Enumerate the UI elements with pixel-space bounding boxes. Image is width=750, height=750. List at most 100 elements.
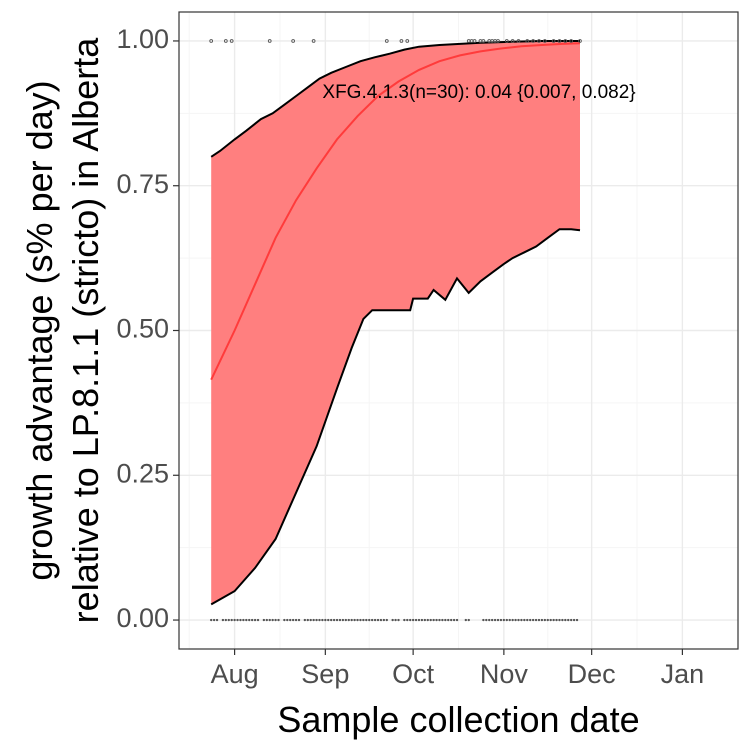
data-point-one bbox=[267, 39, 272, 43]
data-point-zero bbox=[555, 618, 558, 622]
data-point-zero bbox=[499, 618, 503, 622]
data-point-zero bbox=[540, 618, 544, 622]
data-point-zero bbox=[365, 618, 368, 622]
data-point-one bbox=[229, 39, 234, 43]
data-point-zero bbox=[414, 618, 418, 622]
fit-annotation: XFG.4.1.3(n=30): 0.04 {0.007, 0.082} bbox=[322, 82, 635, 103]
data-point-zero bbox=[271, 618, 274, 622]
data-point-zero bbox=[490, 618, 494, 622]
data-point-zero bbox=[350, 618, 353, 622]
data-point-zero bbox=[520, 618, 523, 622]
data-point-zero bbox=[572, 618, 576, 622]
data-point-one bbox=[516, 39, 521, 43]
confidence-ribbon bbox=[211, 41, 580, 605]
data-point-one bbox=[472, 39, 477, 43]
data-point-zero bbox=[455, 618, 459, 622]
data-point-zero bbox=[362, 618, 365, 622]
data-point-zero bbox=[315, 618, 318, 622]
data-point-zero bbox=[274, 618, 277, 622]
data-point-zero bbox=[526, 618, 529, 622]
y-tick-label: 1.00 bbox=[116, 24, 169, 54]
data-point-one bbox=[209, 39, 214, 43]
data-point-zero bbox=[564, 618, 567, 622]
data-point-zero bbox=[335, 618, 339, 622]
data-point-zero bbox=[291, 618, 295, 622]
data-point-zero bbox=[403, 618, 406, 622]
data-point-zero bbox=[242, 618, 245, 622]
data-point-zero bbox=[245, 618, 248, 622]
data-point-zero bbox=[391, 618, 394, 622]
data-point-zero bbox=[502, 618, 506, 622]
data-point-zero bbox=[239, 618, 242, 622]
data-point-one bbox=[481, 39, 486, 43]
data-point-zero bbox=[368, 618, 371, 622]
data-point-one bbox=[504, 39, 509, 43]
y-tick-label: 0.00 bbox=[116, 603, 169, 633]
y-axis-title-line-1: growth advantage (s% per day) bbox=[19, 80, 60, 580]
data-point-zero bbox=[558, 618, 561, 622]
data-point-one bbox=[525, 39, 530, 43]
lower-bound-line bbox=[210, 228, 581, 606]
y-tick-label: 0.25 bbox=[116, 458, 169, 488]
data-point-zero bbox=[537, 618, 541, 622]
x-axis-title: Sample collection date bbox=[277, 699, 639, 740]
data-point-zero bbox=[449, 618, 453, 622]
data-point-zero bbox=[344, 618, 348, 622]
data-point-zero bbox=[546, 618, 549, 622]
data-point-zero bbox=[332, 618, 336, 622]
data-point-zero bbox=[444, 618, 447, 622]
data-point-zero bbox=[289, 618, 292, 622]
x-axis: Aug Sep Oct Nov Dec Jan bbox=[211, 649, 705, 689]
x-tick-label: Jan bbox=[661, 659, 705, 689]
data-point-zero bbox=[262, 618, 266, 622]
fitted-curve bbox=[210, 42, 581, 381]
data-point-one bbox=[537, 39, 541, 43]
data-point-one bbox=[531, 39, 535, 43]
data-point-zero bbox=[482, 618, 485, 622]
data-point-zero bbox=[517, 618, 520, 622]
data-point-zero bbox=[341, 618, 345, 622]
data-point-one bbox=[223, 39, 228, 43]
data-point-one bbox=[578, 39, 582, 43]
data-point-zero bbox=[432, 618, 435, 622]
y-tick-label: 0.50 bbox=[116, 314, 169, 344]
data-point-zero bbox=[411, 618, 415, 622]
data-point-zero bbox=[531, 618, 535, 622]
data-point-zero bbox=[417, 618, 421, 622]
data-point-one bbox=[291, 39, 295, 43]
data-point-zero bbox=[549, 618, 552, 622]
upper-bound-line bbox=[210, 40, 580, 158]
data-point-zero bbox=[221, 618, 225, 622]
data-point-zero bbox=[397, 618, 400, 622]
data-point-zero bbox=[379, 618, 383, 622]
data-point-zero bbox=[435, 618, 438, 622]
data-point-zero bbox=[286, 618, 289, 622]
data-point-zero bbox=[447, 618, 450, 622]
data-point-zero bbox=[511, 618, 514, 622]
data-point-zero bbox=[256, 618, 260, 622]
data-point-zero bbox=[303, 618, 307, 622]
data-point-zero bbox=[488, 618, 491, 622]
data-point-zero bbox=[265, 618, 269, 622]
data-point-zero bbox=[227, 618, 230, 622]
data-point-zero bbox=[409, 618, 412, 622]
data-point-one bbox=[311, 39, 316, 43]
data-point-zero bbox=[569, 618, 573, 622]
data-point-zero bbox=[297, 618, 301, 622]
confidence-ribbon-layer bbox=[210, 40, 581, 606]
data-point-zero bbox=[338, 618, 342, 622]
data-point-zero bbox=[485, 618, 488, 622]
data-point-zero bbox=[561, 618, 564, 622]
data-point-zero bbox=[236, 618, 239, 622]
data-point-zero bbox=[224, 618, 228, 622]
data-point-zero bbox=[429, 618, 432, 622]
data-point-zero bbox=[327, 618, 330, 622]
data-point-zero bbox=[438, 618, 441, 622]
x-tick-label: Nov bbox=[480, 659, 529, 689]
data-point-zero bbox=[294, 618, 298, 622]
data-point-zero bbox=[209, 618, 213, 622]
data-point-one bbox=[405, 39, 410, 43]
data-point-zero bbox=[230, 618, 233, 622]
data-point-zero bbox=[441, 618, 444, 622]
